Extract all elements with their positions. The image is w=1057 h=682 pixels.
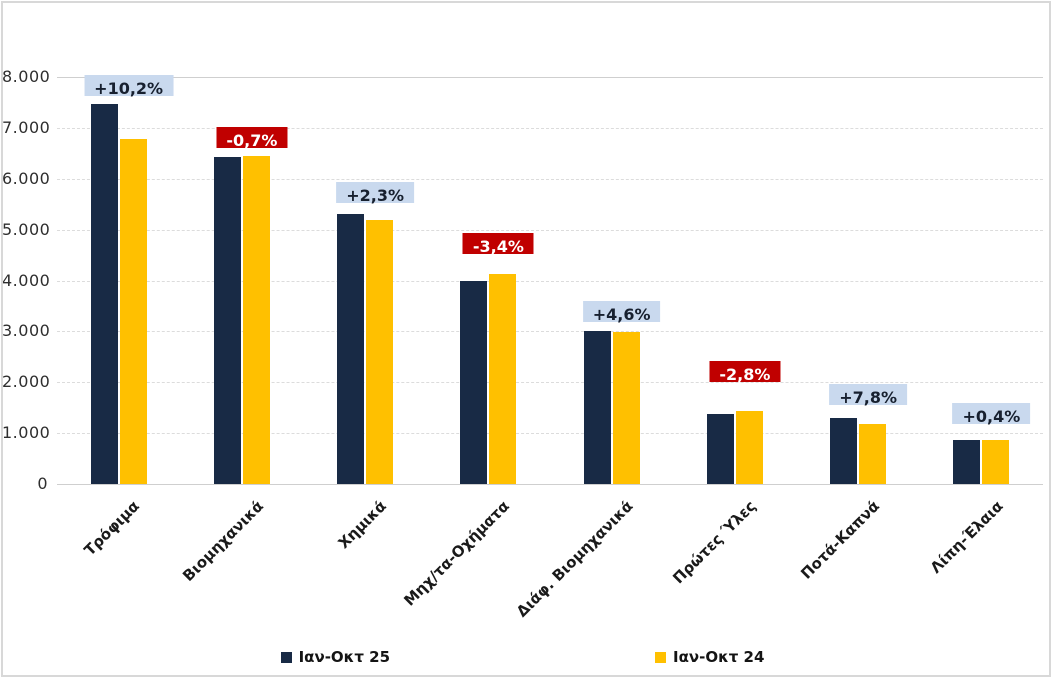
x-axis-category-label-1: Βιομηχανικά: [178, 497, 267, 585]
legend-item-ian-okt-24: Ιαν-Οκτ 24: [655, 648, 764, 666]
y-axis-tick-label: 7.000: [2, 117, 51, 137]
legend-swatch-navy: [280, 651, 292, 663]
gridline-6000: [57, 178, 1043, 180]
change-label-0: +10,2%: [84, 74, 174, 98]
y-axis-tick-label: 1.000: [2, 423, 51, 443]
bar-Ιαν-Οκτ-25-7: [953, 439, 981, 484]
y-axis-tick-label: 0: [37, 474, 48, 493]
bar-Ιαν-Οκτ-24-2: [366, 220, 394, 484]
gridline-1000: [57, 433, 1043, 435]
bar-Ιαν-Οκτ-25-3: [460, 281, 488, 484]
x-axis-category-label-4: Διάφ. Βιομηχανικά: [512, 497, 637, 621]
legend-label-ian-okt-25: Ιαν-Οκτ 25: [298, 648, 390, 666]
legend-swatch-yellow: [655, 651, 666, 663]
y-axis-tick-label: 3.000: [2, 321, 51, 341]
bar-Ιαν-Οκτ-24-7: [982, 439, 1010, 484]
change-label-3: -3,4%: [462, 232, 534, 256]
bar-Ιαν-Οκτ-24-1: [242, 156, 270, 484]
x-axis-category-label-7: Λίπη-Έλαια: [926, 497, 1007, 577]
bar-Ιαν-Οκτ-25-5: [706, 413, 734, 484]
gridline-3000: [57, 331, 1043, 333]
bar-Ιαν-Οκτ-25-0: [90, 103, 118, 484]
change-label-2: +2,3%: [336, 182, 415, 205]
bar-Ιαν-Οκτ-25-2: [337, 214, 365, 484]
y-axis-tick-label: 5.000: [2, 219, 51, 239]
gridline-5000: [57, 229, 1043, 231]
change-label-7: +0,4%: [952, 402, 1031, 426]
change-label-6: +7,8%: [829, 384, 908, 407]
bar-Ιαν-Οκτ-24-6: [859, 423, 887, 484]
x-axis-category-label-6: Ποτά-Καπνά: [797, 497, 883, 583]
legend-item-ian-okt-25: Ιαν-Οκτ 25: [280, 648, 390, 666]
change-label-1: -0,7%: [216, 127, 288, 150]
x-axis-category-label-3: Μηχ/τα-Οχήματα: [400, 497, 514, 610]
gridline-0: [57, 484, 1043, 485]
bar-Ιαν-Οκτ-25-4: [583, 331, 611, 484]
gridline-2000: [57, 382, 1043, 384]
bar-Ιαν-Οκτ-24-4: [612, 331, 640, 484]
gridline-8000: [57, 77, 1043, 78]
legend-label-ian-okt-24: Ιαν-Οκτ 24: [673, 648, 765, 666]
change-label-5: -2,8%: [709, 361, 781, 384]
bar-Ιαν-Οκτ-24-0: [119, 139, 147, 484]
bar-Ιαν-Οκτ-24-3: [489, 273, 517, 484]
x-axis-category-label-0: Τρόφιμα: [80, 497, 144, 560]
bar-Ιαν-Οκτ-25-6: [830, 418, 858, 484]
gridline-4000: [57, 280, 1043, 282]
y-axis-tick-label: 4.000: [2, 270, 51, 290]
gridline-7000: [57, 127, 1043, 129]
change-label-4: +4,6%: [582, 301, 661, 324]
y-axis-tick-label: 6.000: [2, 168, 51, 188]
x-axis-category-label-2: Χημικά: [334, 497, 390, 553]
x-axis-category-label-5: Πρώτες Ύλες: [669, 497, 760, 588]
y-axis-tick-label: 8.000: [2, 67, 51, 86]
legend: Ιαν-Οκτ 25 Ιαν-Οκτ 24: [0, 648, 1045, 666]
bar-Ιαν-Οκτ-25-1: [213, 157, 241, 484]
y-axis-tick-label: 2.000: [2, 372, 51, 392]
bar-Ιαν-Οκτ-24-5: [735, 411, 763, 484]
